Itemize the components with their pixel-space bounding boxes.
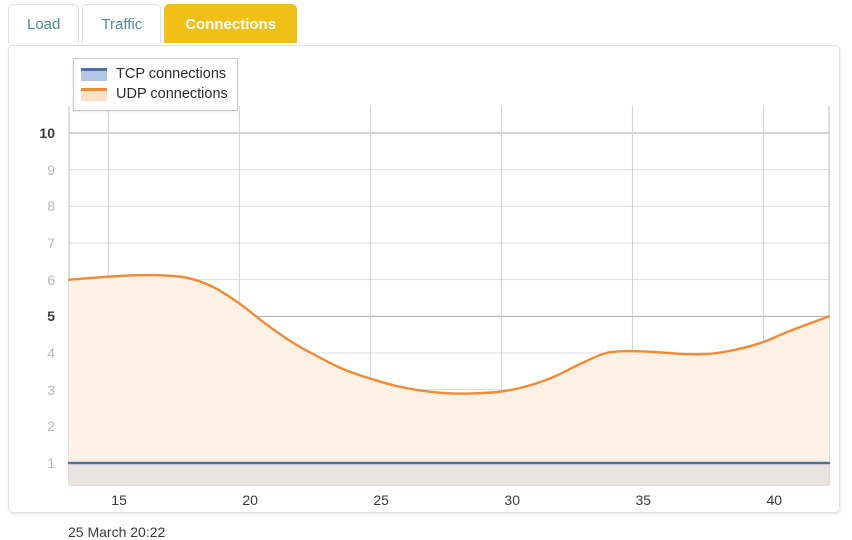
connections-area-chart[interactable] — [9, 46, 841, 514]
legend-item-udp[interactable]: UDP connections — [81, 84, 228, 104]
x-axis-tick-label: 15 — [111, 492, 127, 508]
x-axis-tick-label: 40 — [766, 492, 783, 508]
x-axis-tick-label: 30 — [504, 492, 520, 508]
tab-bar: Load Traffic Connections — [8, 4, 300, 49]
y-axis-tick-label: 2 — [47, 418, 55, 435]
y-axis-tick-label: 10 — [39, 125, 55, 141]
tab-connections[interactable]: Connections — [164, 4, 298, 43]
series-area-udp — [69, 275, 829, 485]
legend-label-udp: UDP connections — [116, 86, 228, 102]
y-axis-tick-label: 7 — [47, 235, 55, 251]
series-line-udp — [67, 273, 831, 395]
x-axis-tick-label: 25 — [373, 492, 389, 508]
line-swatch-icon — [81, 67, 107, 81]
x-axis-tick-label: 20 — [242, 492, 258, 508]
y-axis-tick-label: 5 — [47, 308, 55, 325]
y-axis-tick-label: 4 — [47, 345, 55, 361]
series-area-tcp — [69, 463, 829, 485]
line-swatch-icon — [81, 87, 107, 101]
x-axis-timestamp: 25 March 20:22 — [68, 524, 166, 540]
y-axis: 1 2 3 4 5 6 7 8 9 10 — [9, 46, 55, 514]
y-axis-tick-label: 1 — [47, 455, 55, 471]
series-areas — [67, 273, 831, 485]
x-axis-tick-label: 35 — [635, 492, 652, 508]
y-axis-tick-label: 6 — [47, 271, 55, 288]
y-axis-tick-label: 9 — [47, 161, 55, 178]
chart-panel: 1 2 3 4 5 6 7 8 9 10 15 20 25 30 35 40 25 March 20:22 … — [8, 45, 841, 540]
chart-canvas — [67, 106, 831, 486]
chart-legend[interactable]: TCP connections UDP connections — [73, 58, 238, 111]
y-axis-tick-label: 3 — [47, 381, 55, 398]
y-axis-tick-label: 8 — [47, 198, 55, 215]
tab-traffic[interactable]: Traffic — [82, 4, 162, 43]
legend-label-tcp: TCP connections — [116, 66, 227, 82]
legend-item-tcp[interactable]: TCP connections — [81, 64, 228, 84]
tab-load[interactable]: Load — [8, 4, 80, 43]
